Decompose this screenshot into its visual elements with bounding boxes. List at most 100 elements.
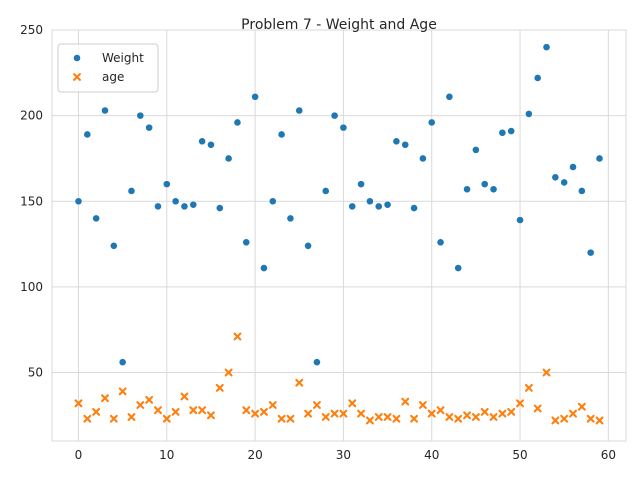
legend-marker-weight <box>73 54 81 62</box>
age-point <box>268 401 277 409</box>
age-point <box>242 406 251 415</box>
weight-point <box>489 185 498 194</box>
weight-point <box>586 248 595 257</box>
weight-point <box>542 43 551 52</box>
tick-labels: 0 10 20 30 40 50 60 50 100 150 200 250 <box>20 23 616 462</box>
weight-point <box>471 145 480 154</box>
data-markers <box>74 43 604 425</box>
age-point <box>330 409 339 418</box>
age-point <box>348 399 357 408</box>
age-point <box>569 409 577 418</box>
age-point <box>101 394 109 403</box>
age-point <box>427 409 436 418</box>
age-point <box>83 414 92 423</box>
weight-point <box>383 200 392 209</box>
y-tick-label: 250 <box>20 23 43 37</box>
weight-point <box>180 202 189 211</box>
weight-point <box>286 214 295 223</box>
weight-point <box>83 130 92 139</box>
age-point <box>118 387 127 396</box>
age-point <box>233 332 242 341</box>
weight-point <box>251 92 260 101</box>
age-point <box>215 383 224 392</box>
age-point <box>312 401 321 409</box>
age-point <box>595 416 604 425</box>
age-point <box>92 407 101 416</box>
weight-point <box>366 197 374 206</box>
legend: Weight age <box>57 43 159 93</box>
weight-point <box>410 204 418 212</box>
weight-point <box>277 130 286 139</box>
age-point <box>198 406 207 415</box>
age-point <box>154 406 162 415</box>
legend-label: Weight <box>102 51 144 65</box>
age-point <box>224 368 233 377</box>
age-point <box>463 411 471 420</box>
age-point <box>251 409 260 418</box>
weight-point <box>74 197 83 206</box>
weight-point <box>171 197 180 206</box>
age-point <box>418 401 427 409</box>
age-point <box>489 413 498 421</box>
chart-title: Problem 7 - Weight and Age <box>241 17 437 33</box>
age-point <box>383 413 392 421</box>
age-point <box>516 399 524 408</box>
weight-point <box>374 202 383 211</box>
weight-point <box>313 358 321 367</box>
weight-point <box>595 154 604 163</box>
x-tick-label: 10 <box>159 448 174 462</box>
age-point <box>524 383 533 392</box>
age-point <box>401 397 410 406</box>
age-point <box>533 404 542 413</box>
x-tick-label: 60 <box>601 448 616 462</box>
y-tick-label: 100 <box>20 280 43 294</box>
age-point <box>357 409 366 418</box>
weight-point <box>524 110 533 118</box>
weight-point <box>330 111 339 120</box>
x-tick-label: 50 <box>512 448 527 462</box>
weight-point <box>392 137 401 146</box>
age-point <box>189 406 198 415</box>
age-point <box>374 413 383 421</box>
weight-point <box>454 264 463 272</box>
weight-point <box>118 358 127 367</box>
weight-point <box>198 137 207 146</box>
age-point <box>304 409 313 418</box>
x-tick-label: 20 <box>247 448 262 462</box>
age-point <box>445 413 454 421</box>
age-point <box>295 378 304 387</box>
age-point <box>339 409 348 418</box>
y-tick-label: 200 <box>20 109 43 123</box>
age-point <box>480 407 489 416</box>
age-point <box>162 414 171 423</box>
weight-point <box>436 238 445 247</box>
weight-point <box>533 74 542 82</box>
age-point <box>259 407 268 416</box>
weight-point <box>92 214 101 223</box>
weight-point <box>339 123 348 132</box>
age-point <box>586 414 595 423</box>
age-point <box>551 416 560 425</box>
age-point <box>109 414 118 423</box>
age-point <box>127 413 136 421</box>
weight-point <box>268 197 277 206</box>
weight-point <box>295 106 304 115</box>
y-tick-label: 50 <box>28 366 43 380</box>
age-point <box>577 402 586 411</box>
weight-point <box>401 140 410 149</box>
age-point <box>507 407 516 416</box>
weight-point <box>569 163 577 171</box>
age-point <box>171 407 180 416</box>
x-tick-label: 40 <box>424 448 439 462</box>
legend-marker-age <box>73 73 81 81</box>
weight-point <box>577 187 586 195</box>
weight-point <box>109 241 118 250</box>
weight-point <box>215 204 224 212</box>
x-tick-label: 0 <box>75 448 83 462</box>
x-tick-label: 30 <box>336 448 351 462</box>
weight-point <box>321 187 330 195</box>
age-point <box>145 395 154 404</box>
age-point <box>542 368 551 377</box>
age-point <box>471 413 480 421</box>
